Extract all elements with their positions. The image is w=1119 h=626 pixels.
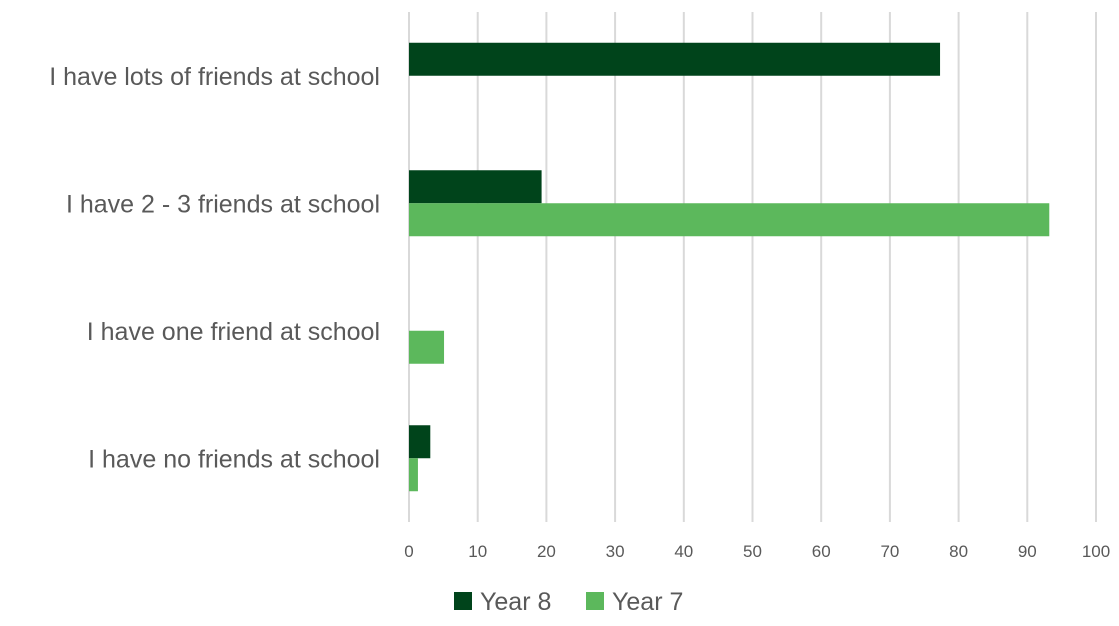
x-tick-label: 90 — [1018, 542, 1037, 561]
bar-year-7 — [409, 458, 418, 492]
x-tick-label: 50 — [743, 542, 762, 561]
x-tick-label: 10 — [468, 542, 487, 561]
category-labels: I have lots of friends at school I have 2… — [49, 63, 380, 474]
x-tick-label: 100 — [1082, 542, 1110, 561]
x-tick-label: 80 — [949, 542, 968, 561]
category-label: I have 2 - 3 friends at school — [66, 190, 380, 218]
bars — [409, 42, 1050, 492]
legend-label: Year 7 — [612, 588, 683, 616]
category-label: I have no friends at school — [88, 445, 380, 473]
x-tick-label: 60 — [812, 542, 831, 561]
legend: Year 8 Year 7 — [454, 588, 683, 616]
x-tick-label: 70 — [880, 542, 899, 561]
x-tick-label: 30 — [606, 542, 625, 561]
gridlines — [408, 12, 1097, 522]
category-label: I have lots of friends at school — [49, 63, 380, 91]
legend-label: Year 8 — [480, 588, 551, 616]
category-label: I have one friend at school — [87, 318, 380, 346]
bar-year-7 — [409, 330, 445, 364]
bar-year-8 — [409, 42, 941, 76]
x-axis-tick-labels: 0 10 20 30 40 50 60 70 80 90 100 — [404, 542, 1110, 561]
bar-year-8 — [409, 425, 431, 459]
legend-swatch — [454, 592, 472, 610]
legend-swatch — [586, 592, 604, 610]
bar-year-7 — [409, 203, 1050, 237]
x-tick-label: 0 — [404, 542, 413, 561]
x-tick-label: 40 — [674, 542, 693, 561]
bar-year-8 — [409, 170, 542, 204]
x-tick-label: 20 — [537, 542, 556, 561]
